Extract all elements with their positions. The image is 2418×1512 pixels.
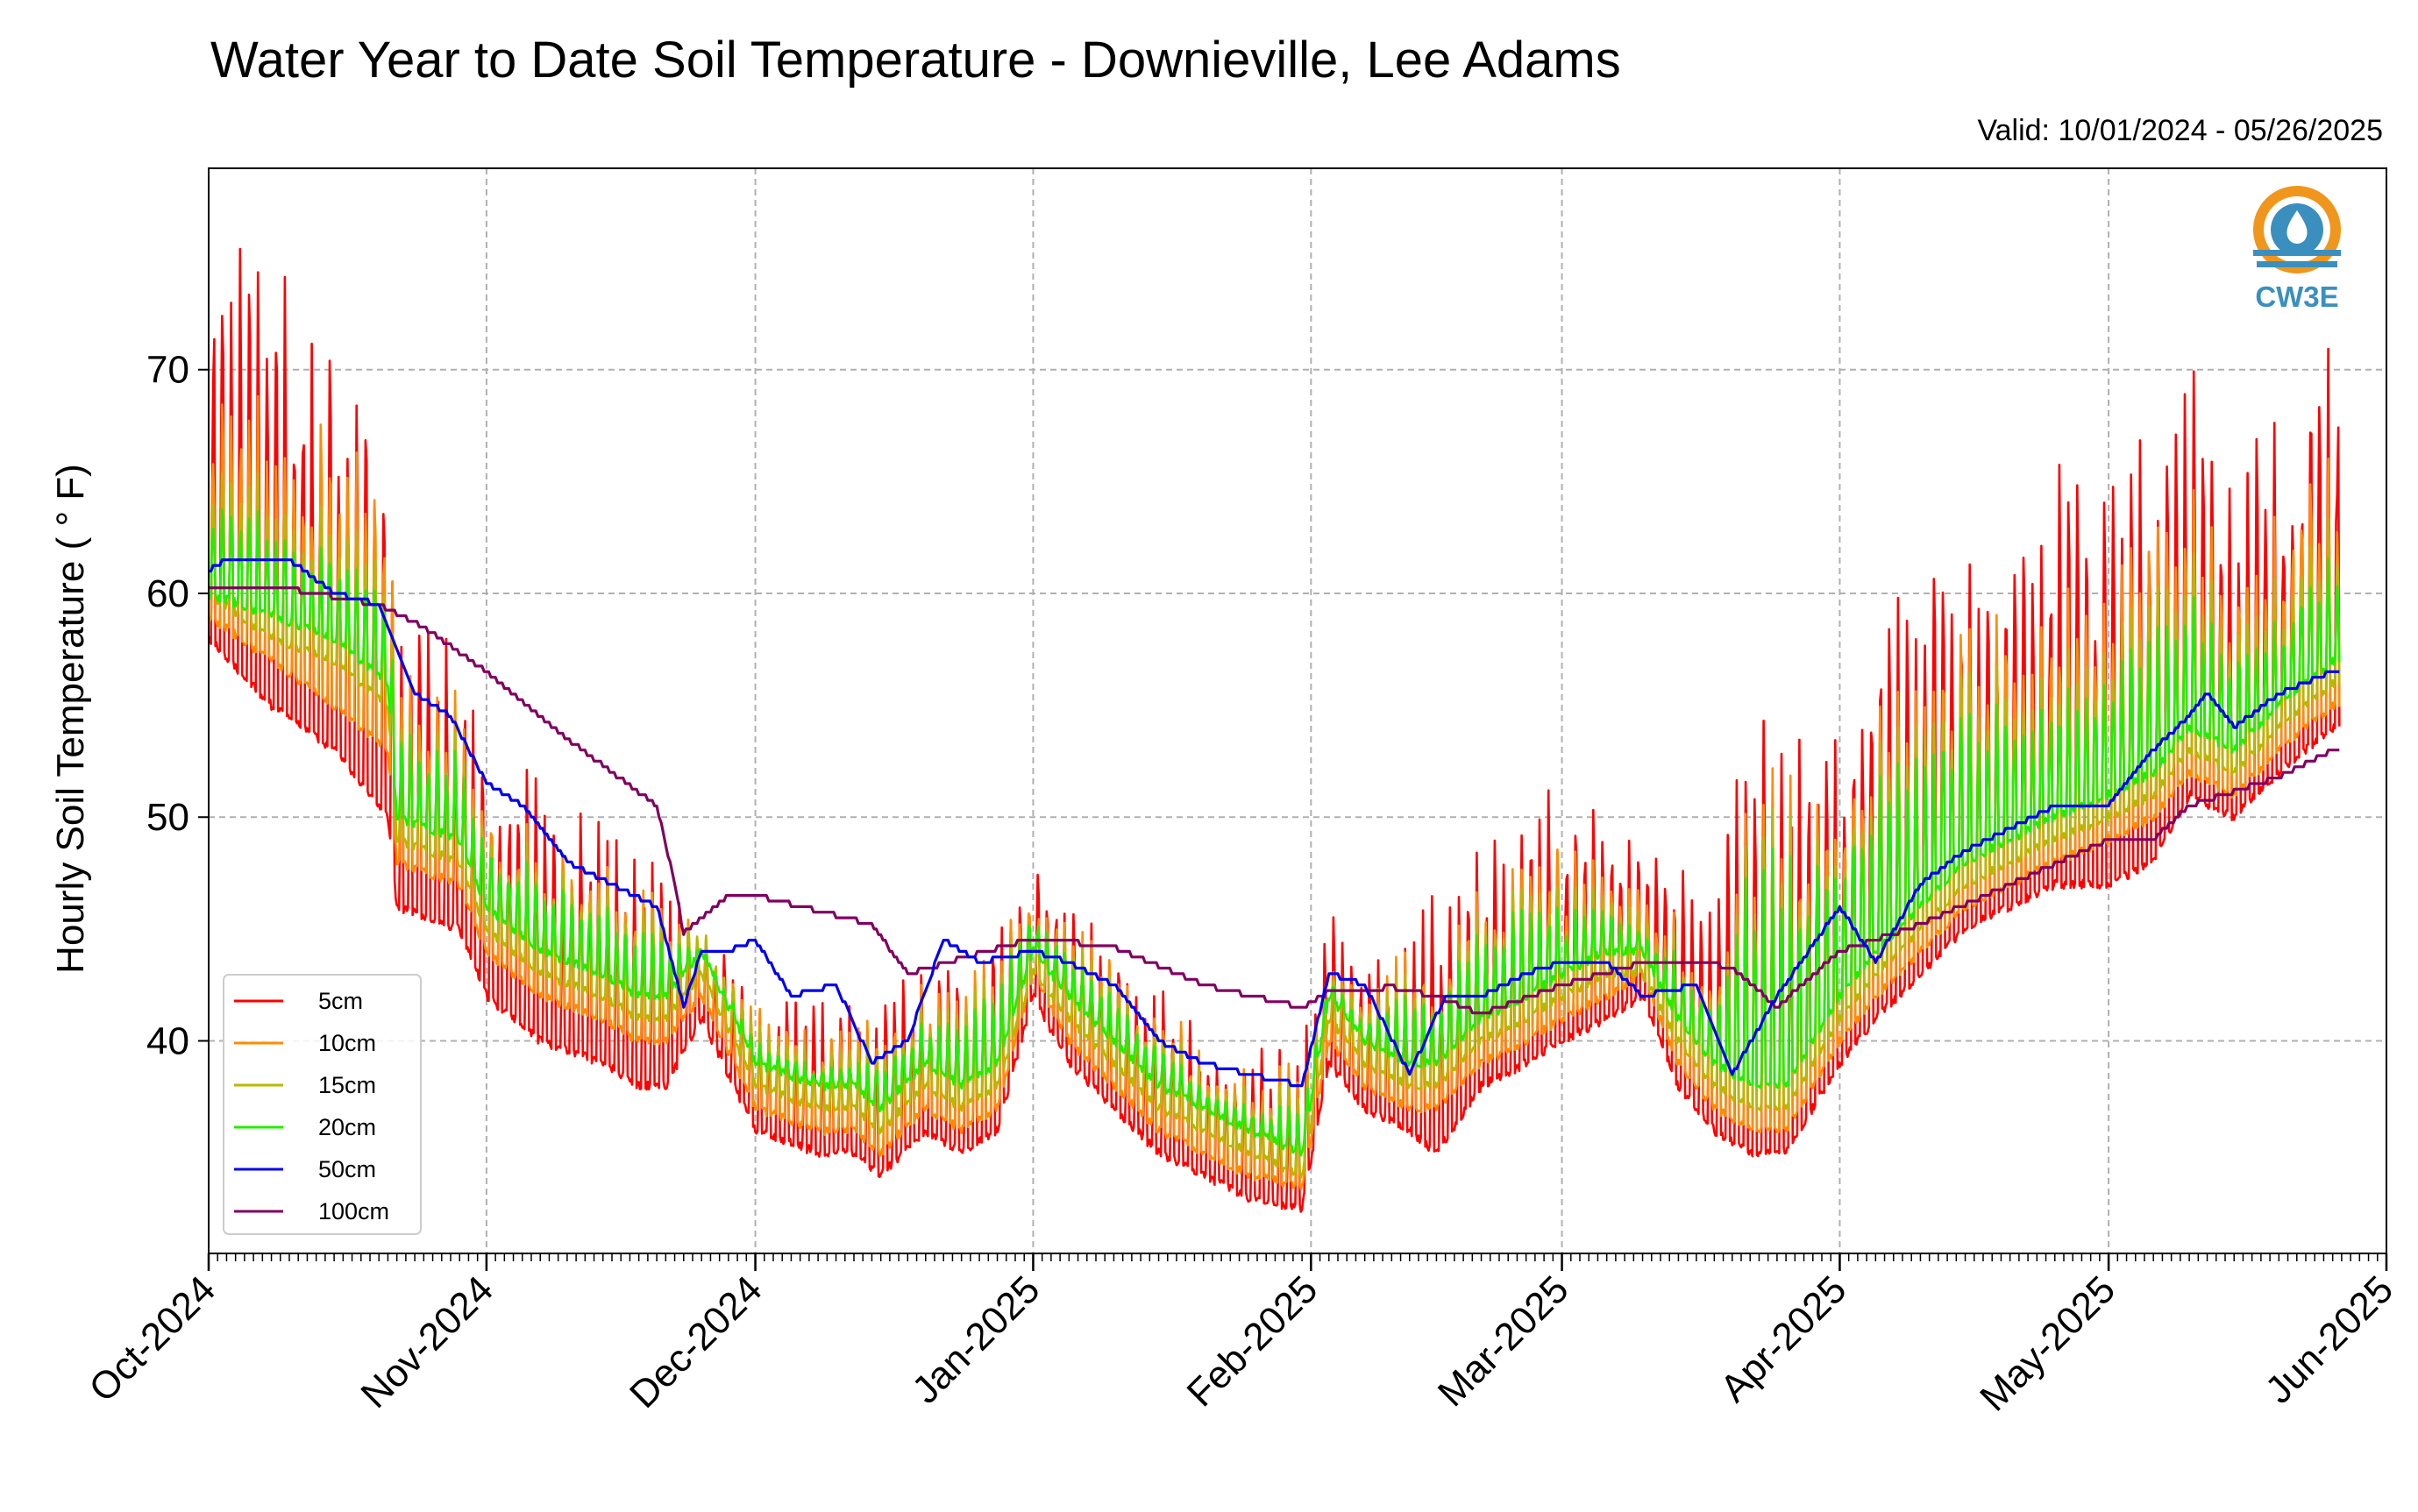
legend-label: 100cm — [318, 1198, 389, 1225]
y-tick-label: 40 — [146, 1020, 189, 1063]
y-tick-label: 60 — [146, 572, 189, 615]
series-line-5cm — [207, 247, 2341, 1213]
series-lines — [207, 247, 2341, 1213]
y-tick-label: 50 — [146, 796, 189, 839]
legend-label: 15cm — [318, 1072, 376, 1098]
x-tick-label: Dec-2024 — [622, 1267, 771, 1416]
x-tick-label: Mar-2025 — [1430, 1267, 1577, 1415]
legend-label: 20cm — [318, 1114, 376, 1140]
chart-title: Water Year to Date Soil Temperature - Do… — [210, 32, 1621, 89]
legend-label: 10cm — [318, 1030, 376, 1056]
x-tick-label: Oct-2024 — [81, 1267, 224, 1410]
legend-label: 5cm — [318, 988, 363, 1014]
legend-label: 50cm — [318, 1156, 376, 1182]
grid-lines — [209, 168, 2386, 1253]
series-line-100cm — [209, 586, 2340, 1015]
series-line-20cm — [207, 508, 2341, 1157]
x-tick-label: Feb-2025 — [1179, 1267, 1326, 1415]
y-axis-label: Hourly Soil Temperature ( ° F) — [49, 464, 92, 974]
x-tick-label: Jan-2025 — [904, 1267, 1048, 1411]
x-tick-label: Apr-2025 — [1712, 1267, 1855, 1410]
plot-frame — [208, 167, 2387, 1254]
series-line-10cm — [207, 394, 2341, 1191]
x-tick-label: Jun-2025 — [2258, 1267, 2401, 1411]
water-drop-icon — [2253, 186, 2341, 273]
series-line-50cm — [209, 558, 2340, 1088]
cw3e-logo: CW3E — [2253, 186, 2341, 313]
logo-text: CW3E — [2255, 280, 2338, 313]
x-tick-label: Nov-2024 — [352, 1267, 501, 1416]
series-line-15cm — [207, 472, 2341, 1179]
legend: 5cm 10cm 15cm 20cm 50cm 100cm — [223, 974, 422, 1235]
valid-range-subtitle: Valid: 10/01/2024 - 05/26/2025 — [1977, 114, 2383, 147]
x-tick-label: May-2025 — [1972, 1267, 2123, 1419]
y-tick-label: 70 — [146, 349, 189, 392]
